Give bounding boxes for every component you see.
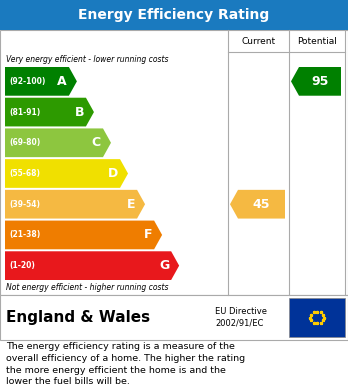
Text: E: E (127, 198, 135, 211)
Polygon shape (5, 67, 77, 96)
Polygon shape (5, 190, 145, 219)
Bar (0, 30, 348, 295)
Polygon shape (5, 221, 162, 249)
Text: Potential: Potential (297, 36, 337, 45)
Polygon shape (230, 190, 285, 219)
Text: (81-91): (81-91) (9, 108, 40, 117)
Bar (289, 298, 345, 337)
Text: EU Directive: EU Directive (215, 307, 267, 316)
Text: 95: 95 (311, 75, 329, 88)
Text: C: C (92, 136, 101, 149)
Text: (21-38): (21-38) (9, 230, 40, 239)
Text: A: A (57, 75, 67, 88)
Text: (92-100): (92-100) (9, 77, 45, 86)
Text: B: B (74, 106, 84, 118)
Bar (0, 295, 348, 340)
Text: G: G (159, 259, 169, 272)
Text: Energy Efficiency Rating: Energy Efficiency Rating (78, 8, 270, 22)
Polygon shape (5, 98, 94, 126)
Text: Very energy efficient - lower running costs: Very energy efficient - lower running co… (6, 54, 168, 63)
Polygon shape (291, 67, 341, 96)
Text: 45: 45 (253, 198, 270, 211)
Text: (1-20): (1-20) (9, 261, 35, 270)
Bar (0, 0, 348, 30)
Text: Current: Current (242, 36, 276, 45)
Polygon shape (5, 251, 179, 280)
Text: (69-80): (69-80) (9, 138, 40, 147)
Polygon shape (5, 128, 111, 157)
Text: (55-68): (55-68) (9, 169, 40, 178)
Text: F: F (144, 228, 152, 241)
Text: The energy efficiency rating is a measure of the
overall efficiency of a home. T: The energy efficiency rating is a measur… (6, 342, 245, 386)
Text: Not energy efficient - higher running costs: Not energy efficient - higher running co… (6, 283, 168, 292)
Text: England & Wales: England & Wales (6, 310, 150, 325)
Text: 2002/91/EC: 2002/91/EC (215, 319, 263, 328)
Text: D: D (108, 167, 118, 180)
Text: (39-54): (39-54) (9, 200, 40, 209)
Polygon shape (5, 159, 128, 188)
